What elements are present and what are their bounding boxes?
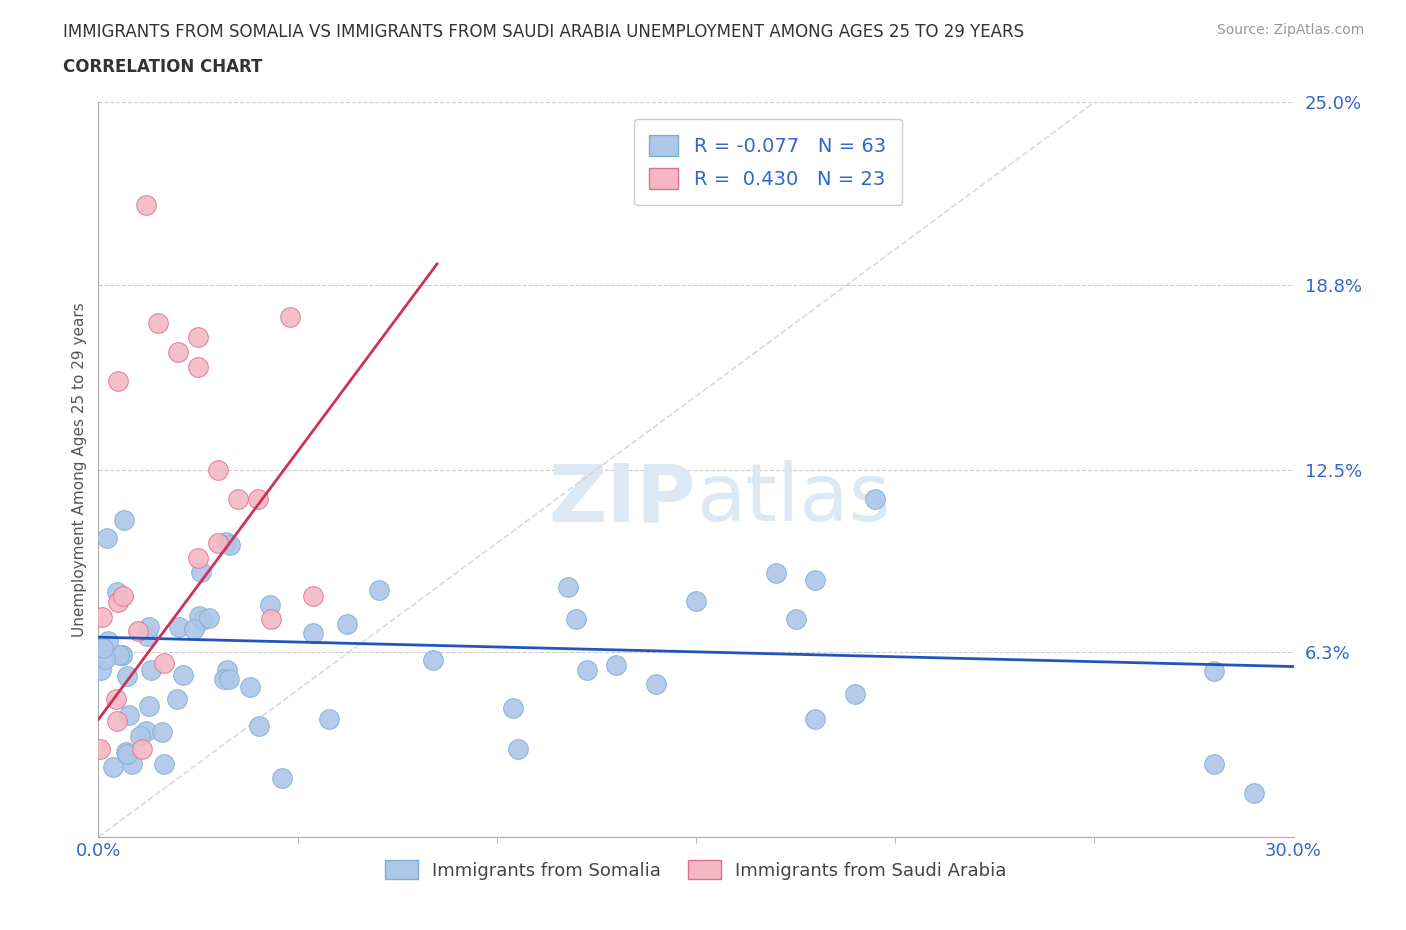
Point bbox=[127, 624, 149, 639]
Point bbox=[115, 669, 138, 684]
Point bbox=[765, 566, 787, 581]
Point bbox=[226, 492, 249, 507]
Point bbox=[111, 648, 134, 663]
Point bbox=[150, 724, 173, 739]
Y-axis label: Unemployment Among Ages 25 to 29 years: Unemployment Among Ages 25 to 29 years bbox=[72, 302, 87, 637]
Point bbox=[148, 315, 170, 330]
Point bbox=[260, 611, 283, 626]
Point bbox=[1243, 786, 1265, 801]
Point bbox=[166, 691, 188, 706]
Point bbox=[605, 658, 627, 672]
Point bbox=[169, 620, 191, 635]
Point bbox=[131, 741, 153, 756]
Point bbox=[280, 310, 302, 325]
Point bbox=[90, 662, 112, 677]
Point bbox=[367, 583, 389, 598]
Point bbox=[318, 711, 340, 726]
Point bbox=[215, 663, 238, 678]
Point bbox=[804, 712, 827, 727]
Point bbox=[138, 619, 160, 634]
Point bbox=[89, 741, 111, 756]
Point bbox=[108, 647, 131, 662]
Point bbox=[111, 648, 134, 663]
Point bbox=[246, 492, 269, 507]
Point bbox=[139, 662, 162, 677]
Point bbox=[1202, 756, 1225, 771]
Point bbox=[212, 671, 235, 686]
Text: Source: ZipAtlas.com: Source: ZipAtlas.com bbox=[1216, 23, 1364, 37]
Point bbox=[502, 701, 524, 716]
Point bbox=[101, 760, 124, 775]
Point bbox=[508, 741, 530, 756]
Point bbox=[844, 687, 866, 702]
Text: IMMIGRANTS FROM SOMALIA VS IMMIGRANTS FROM SAUDI ARABIA UNEMPLOYMENT AMONG AGES : IMMIGRANTS FROM SOMALIA VS IMMIGRANTS FR… bbox=[63, 23, 1025, 41]
Point bbox=[259, 598, 281, 613]
Point bbox=[111, 589, 134, 604]
Point bbox=[302, 589, 325, 604]
Point bbox=[218, 671, 240, 686]
Point bbox=[191, 612, 214, 627]
Point bbox=[645, 676, 668, 691]
Point bbox=[121, 756, 143, 771]
Point bbox=[104, 692, 127, 707]
Point bbox=[105, 714, 128, 729]
Point bbox=[153, 656, 176, 671]
Point bbox=[118, 707, 141, 722]
Point bbox=[187, 330, 209, 345]
Point bbox=[187, 359, 209, 374]
Point bbox=[138, 698, 160, 713]
Point bbox=[557, 579, 579, 594]
Point bbox=[865, 492, 887, 507]
Point bbox=[247, 719, 270, 734]
Legend: Immigrants from Somalia, Immigrants from Saudi Arabia: Immigrants from Somalia, Immigrants from… bbox=[378, 853, 1014, 886]
Point bbox=[215, 534, 238, 549]
Point bbox=[105, 585, 128, 600]
Point bbox=[94, 652, 117, 667]
Point bbox=[422, 652, 444, 667]
Point bbox=[107, 594, 129, 609]
Point bbox=[135, 724, 157, 738]
Point bbox=[785, 611, 807, 626]
Point bbox=[91, 640, 114, 655]
Point bbox=[336, 617, 359, 631]
Point bbox=[207, 462, 229, 477]
Point bbox=[183, 621, 205, 636]
Point bbox=[97, 633, 120, 648]
Point bbox=[219, 538, 242, 552]
Point bbox=[115, 744, 138, 759]
Point bbox=[107, 374, 129, 389]
Point bbox=[135, 198, 157, 213]
Point bbox=[153, 756, 176, 771]
Point bbox=[188, 608, 211, 623]
Point bbox=[172, 668, 194, 683]
Point bbox=[91, 609, 114, 624]
Point bbox=[135, 629, 157, 644]
Point bbox=[575, 663, 598, 678]
Point bbox=[167, 345, 190, 360]
Point bbox=[302, 626, 325, 641]
Point bbox=[197, 610, 219, 625]
Point bbox=[115, 747, 138, 762]
Text: ZIP: ZIP bbox=[548, 460, 696, 538]
Point bbox=[804, 573, 827, 588]
Point bbox=[685, 593, 707, 608]
Text: CORRELATION CHART: CORRELATION CHART bbox=[63, 58, 263, 75]
Point bbox=[207, 536, 229, 551]
Point bbox=[565, 612, 588, 627]
Point bbox=[1202, 664, 1225, 679]
Point bbox=[190, 565, 212, 579]
Point bbox=[129, 728, 152, 743]
Point bbox=[114, 513, 136, 528]
Point bbox=[96, 530, 118, 545]
Point bbox=[187, 551, 209, 565]
Text: atlas: atlas bbox=[696, 460, 890, 538]
Point bbox=[239, 679, 262, 694]
Point bbox=[271, 771, 294, 786]
